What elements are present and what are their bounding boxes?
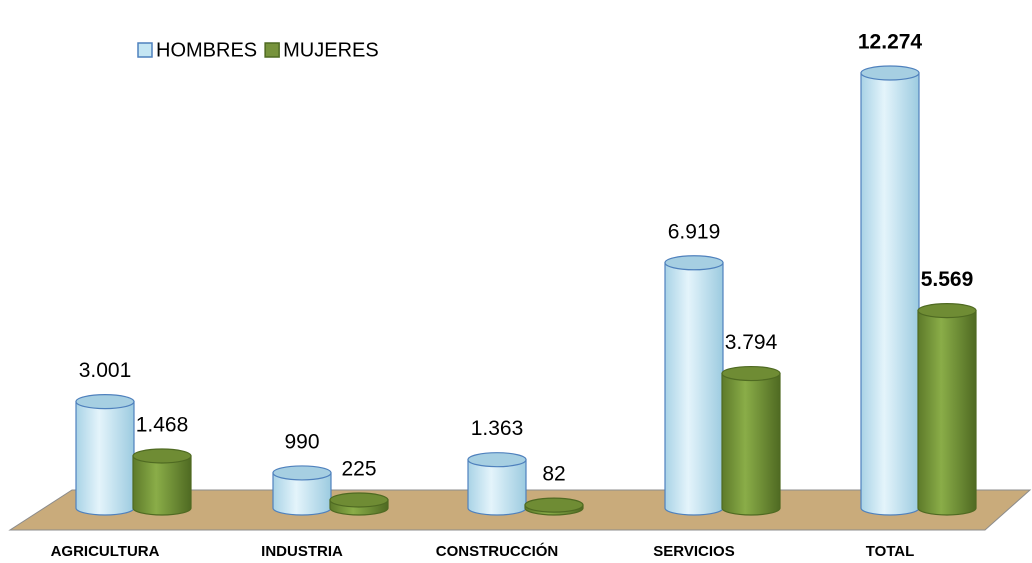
x-tick-label: AGRICULTURA (51, 543, 160, 560)
cylinder-top (721, 365, 781, 382)
cylinder (917, 303, 977, 516)
cylinder (272, 465, 332, 516)
legend-label: MUJERES (283, 39, 379, 61)
cylinder (524, 497, 584, 516)
legend-label: HOMBRES (156, 39, 257, 61)
cylinder-body (721, 372, 781, 516)
value-label: 6.919 (668, 220, 721, 243)
cylinder-top (329, 492, 389, 508)
value-label: 990 (284, 430, 319, 453)
cylinder-body (75, 401, 135, 516)
cylinder-body (860, 72, 920, 516)
cylinder (860, 65, 920, 516)
cylinder (329, 492, 389, 516)
legend-item: MUJERES (264, 39, 379, 61)
cylinder (75, 394, 135, 516)
cylinder-top (664, 255, 724, 271)
value-label: 1.363 (471, 417, 524, 440)
value-label: 1.468 (136, 414, 189, 437)
x-tick-label: TOTAL (866, 543, 915, 560)
cylinder-top (860, 65, 920, 81)
cylinder (467, 452, 527, 516)
x-tick-label: SERVICIOS (653, 543, 734, 560)
x-tick-label: CONSTRUCCIÓN (436, 542, 559, 560)
cylinder (132, 448, 192, 516)
value-label: 5.569 (921, 268, 974, 291)
cylinder-top (524, 497, 584, 513)
x-tick-label: INDUSTRIA (261, 543, 343, 560)
cylinder-top (132, 448, 192, 464)
cylinder-top (917, 303, 977, 319)
value-label: 3.794 (725, 331, 778, 354)
cylinder-top (467, 452, 527, 468)
cylinder (721, 365, 781, 516)
cylinder (664, 255, 724, 516)
legend-item: HOMBRES (137, 39, 257, 61)
value-label: 225 (341, 458, 376, 481)
cylinder-body (467, 459, 527, 516)
cylinder-body (132, 455, 192, 516)
value-label: 82 (542, 463, 565, 486)
cylinder-top (75, 394, 135, 410)
value-label: 3.001 (79, 359, 132, 382)
cylinder-top (272, 465, 332, 481)
legend-swatch (264, 42, 280, 58)
value-label: 12.274 (858, 31, 923, 54)
cylinder-body (917, 310, 977, 516)
cylinder-body (664, 262, 724, 516)
legend-swatch (137, 42, 153, 58)
